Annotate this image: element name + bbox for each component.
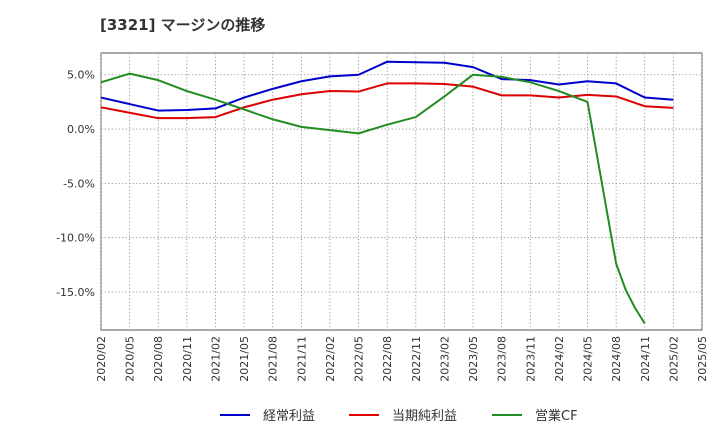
legend-label-3: 営業CF <box>535 408 578 424</box>
y-tick-label: 5.0% <box>67 69 95 82</box>
x-tick-label: 2022/05 <box>353 336 366 382</box>
x-tick-label: 2025/02 <box>667 336 680 382</box>
x-tick-label: 2020/11 <box>181 336 194 382</box>
x-tick-label: 2024/02 <box>553 336 566 382</box>
x-tick-label: 2023/08 <box>496 336 509 382</box>
series-line-3 <box>100 72 646 325</box>
x-tick-label: 2020/05 <box>124 336 137 382</box>
plot-area <box>100 52 703 331</box>
x-tick-label: 2021/05 <box>238 336 251 382</box>
x-tick-label: 2023/05 <box>467 336 480 382</box>
legend: 経常利益 当期純利益 営業CF <box>220 408 578 424</box>
x-tick-label: 2024/05 <box>582 336 595 382</box>
x-tick-label: 2022/11 <box>410 336 423 382</box>
x-tick-label: 2020/08 <box>152 336 165 382</box>
y-tick-label: -10.0% <box>56 232 95 245</box>
x-tick-label: 2022/02 <box>324 336 337 382</box>
chart-title: [3321] マージンの推移 <box>100 16 266 34</box>
x-tick-label: 2024/11 <box>639 336 652 382</box>
x-tick-label: 2025/05 <box>696 336 709 382</box>
x-tick-label: 2023/02 <box>438 336 451 382</box>
legend-label-1: 経常利益 <box>263 409 315 424</box>
x-tick-label: 2023/11 <box>524 336 537 382</box>
x-tick-label: 2020/02 <box>95 336 108 382</box>
series-line-2 <box>100 82 674 120</box>
x-tick-label: 2021/08 <box>267 336 280 382</box>
y-tick-label: -5.0% <box>63 177 95 190</box>
series-lines <box>100 60 674 325</box>
x-tick-label: 2021/11 <box>295 336 308 382</box>
x-tick-label: 2024/08 <box>610 336 623 382</box>
x-tick-label: 2021/02 <box>209 336 222 382</box>
y-tick-label: 0.0% <box>67 123 95 136</box>
x-axis-ticks: 2020/02 2020/05 2020/08 2020/11 2021/02 2021/… <box>95 336 709 382</box>
series-line-1 <box>100 60 674 112</box>
y-tick-label: -15.0% <box>56 286 95 299</box>
legend-label-2: 当期純利益 <box>392 409 457 424</box>
y-axis-ticks: 5.0% 0.0% -5.0% -10.0% -15.0% <box>56 69 95 299</box>
x-tick-label: 2022/08 <box>381 336 394 382</box>
